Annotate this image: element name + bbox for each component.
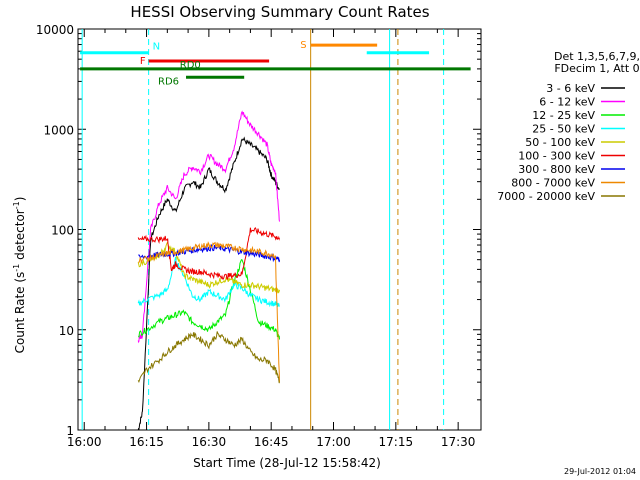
legend-header: FDecim 1, Att 0: [554, 62, 639, 75]
series-line: [137, 110, 280, 344]
x-tick-label: 17:15: [379, 435, 414, 449]
legend-entry-label: 300 - 800 keV: [518, 163, 595, 176]
series-line: [137, 256, 280, 308]
series-line: [137, 259, 280, 340]
legend-entry-label: 25 - 50 keV: [532, 123, 595, 136]
chart-title: HESSI Observing Summary Count Rates: [130, 3, 429, 21]
series-line: [137, 227, 280, 280]
flag-label-f: F: [140, 56, 146, 67]
series-line: [137, 136, 280, 431]
x-tick-label: 16:30: [192, 435, 227, 449]
series-line: [138, 241, 280, 383]
x-axis-label: Start Time (28-Jul-12 15:58:42): [193, 456, 381, 470]
series-line: [137, 241, 280, 294]
series-line: [137, 331, 280, 384]
y-tick-label: 10: [59, 324, 74, 338]
y-axis-label-sup2: -1: [12, 201, 21, 209]
y-tick-label: 1000: [43, 123, 74, 137]
legend: Det 1,3,5,6,7,9,FDecim 1, Att 0 3 - 6 keV…: [497, 50, 640, 203]
y-tick-label: 100: [51, 224, 74, 238]
y-axis-label-main: Count Rate (s: [13, 272, 27, 354]
x-tick-label: 16:00: [67, 435, 102, 449]
legend-entry-label: 3 - 6 keV: [546, 82, 595, 95]
x-tick-label: 17:30: [441, 435, 476, 449]
x-tick-label: 16:15: [129, 435, 164, 449]
legend-entry-label: 800 - 7000 keV: [511, 177, 595, 190]
legend-entry-label: 6 - 12 keV: [539, 96, 595, 109]
y-axis-label: Count Rate (s-1 detector-1): [12, 197, 27, 354]
x-tick-label: 17:00: [316, 435, 351, 449]
flag-label-rd0: RD0: [180, 60, 201, 71]
timestamp: 29-Jul-2012 01:04: [564, 467, 636, 476]
legend-header: Det 1,3,5,6,7,9,: [554, 50, 640, 63]
y-tick-label: 10000: [36, 23, 74, 37]
svg-text:Count Rate (s-1 detector-1): Count Rate (s-1 detector-1): [12, 197, 27, 354]
plot-area: 16:00 16:15 16:30 16:45 17:00 17:15 17:30 1 10 10…: [36, 23, 482, 449]
y-axis-label-end: ): [13, 197, 27, 202]
legend-entry-label: 100 - 300 keV: [518, 150, 595, 163]
y-axis-label-sup1: -1: [12, 264, 21, 272]
legend-entry-label: 50 - 100 keV: [525, 136, 595, 149]
x-tick-label: 16:45: [254, 435, 289, 449]
y-tick-label: 1: [66, 424, 74, 438]
legend-entry-label: 12 - 25 keV: [532, 109, 595, 122]
y-axis-label-mid: detector: [13, 209, 27, 264]
flag-label-rd6: RD6: [158, 76, 179, 87]
flag-label-s: S: [300, 40, 306, 51]
legend-entry-label: 7000 - 20000 keV: [497, 190, 595, 203]
flag-label-n: N: [153, 42, 160, 53]
